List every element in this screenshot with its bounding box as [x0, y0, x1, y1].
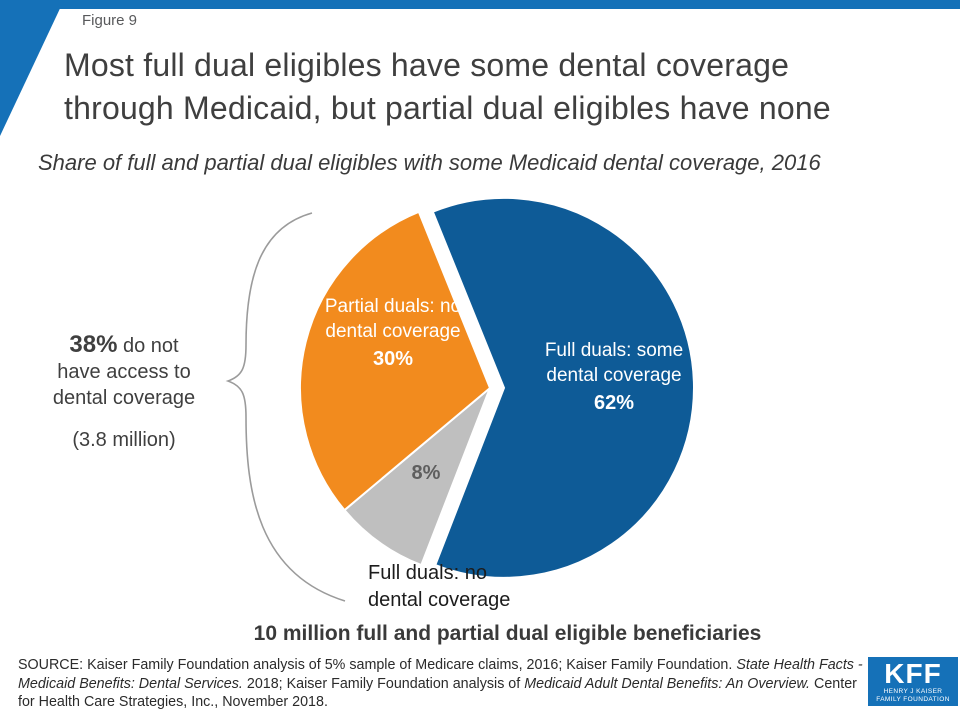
title-line2: through Medicaid, but partial dual eligi… [64, 90, 831, 126]
partial-duals-slice-pct: 30% [372, 348, 414, 370]
source-italic2: Medicaid Adult Dental Benefits: An Overv… [524, 675, 811, 692]
page-title: Most full dual eligibles have some denta… [64, 44, 944, 130]
title-line1: Most full dual eligibles have some denta… [64, 47, 790, 83]
full-duals-some-slice-text: Full duals: some dental coverage [544, 340, 684, 386]
source-note: SOURCE: Kaiser Family Foundation analysi… [18, 656, 863, 712]
full-duals-some-slice-label: Full duals: some dental coverage 62% [528, 338, 700, 416]
callout-sub: (3.8 million) [72, 429, 176, 451]
chart-caption: 10 million full and partial dual eligibl… [253, 622, 762, 645]
callout-text: do not have access to dental coverage [52, 335, 196, 409]
callout-38-percent: 38% do not have access to dental coverag… [48, 332, 200, 453]
figure-label: Figure 9 [82, 12, 138, 29]
kff-logo-sub2: FAMILY FOUNDATION [876, 695, 950, 703]
pie-slice [431, 196, 695, 579]
pie-slice [299, 210, 492, 512]
chart-subtitle: Share of full and partial dual eligibles… [38, 150, 821, 175]
source-italic1: State Health Facts - Medicaid Benefits: … [18, 657, 863, 692]
top-accent-bar [0, 0, 960, 9]
kff-logo-sub1: HENRY J KAISER [883, 687, 943, 695]
source-part3: Center for Health Care Strategies, Inc.,… [18, 675, 857, 711]
corner-triangle-icon [0, 0, 64, 136]
kff-logo-text: KFF [884, 657, 942, 689]
callout-lead: 38% [69, 331, 118, 358]
full-duals-some-slice-pct: 62% [593, 392, 635, 414]
full-duals-no-slice-label: Full duals: no dental coverage [368, 562, 511, 611]
partial-duals-slice-text: Partial duals: no dental coverage [324, 296, 462, 342]
kff-logo: KFF HENRY J KAISER FAMILY FOUNDATION [868, 657, 958, 706]
source-part2: 2018; Kaiser Family Foundation analysis … [242, 675, 525, 692]
full-duals-no-slice-pct: 8% [411, 462, 441, 484]
brace-curve-icon [225, 212, 346, 602]
partial-duals-slice-label: Partial duals: no dental coverage 30% [316, 294, 470, 372]
source-part1: SOURCE: Kaiser Family Foundation analysi… [18, 657, 737, 673]
pie-slice [343, 387, 491, 567]
